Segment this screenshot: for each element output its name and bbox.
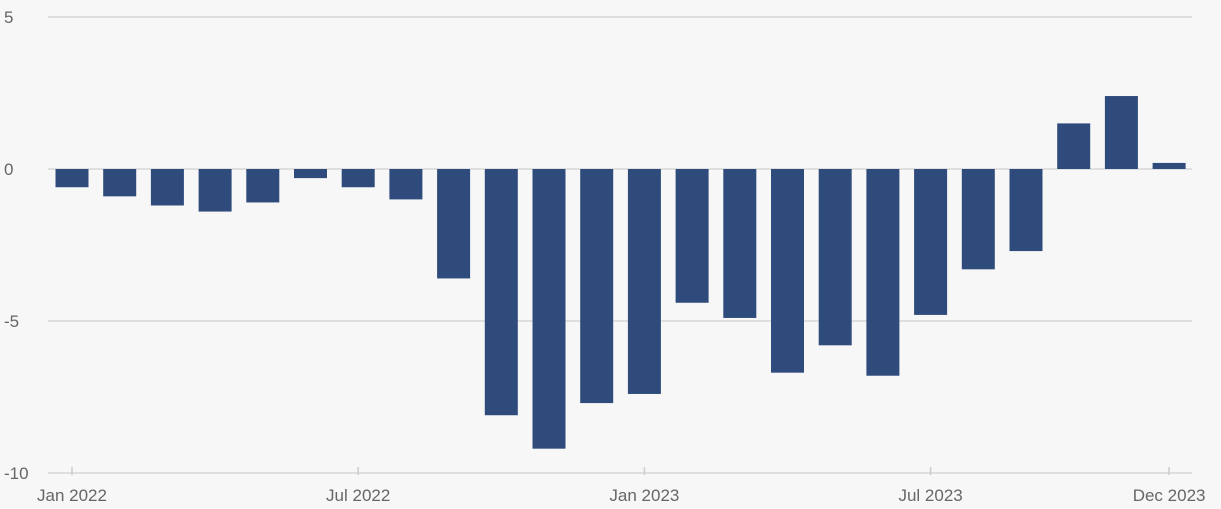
x-tick-label: Dec 2023	[1133, 486, 1206, 505]
x-tick-label: Jan 2023	[609, 486, 679, 505]
y-tick-label: 0	[4, 160, 13, 179]
bar-dec-2023[interactable]: Dec 2023: 0.2	[1152, 162, 1186, 169]
bar-may-2023[interactable]: May 2023: -5.8	[818, 169, 852, 346]
bar-oct-2022[interactable]: Oct 2022: -8.1	[484, 169, 518, 416]
bar-sep-2023[interactable]: Sep 2023: -2.7	[1009, 169, 1043, 252]
bar-mar-2022[interactable]: Mar 2022: -1.2	[150, 169, 184, 206]
bar-jan-2022[interactable]: Jan 2022: -0.6	[55, 169, 89, 188]
bar-jun-2023[interactable]: Jun 2023: -6.8	[866, 169, 900, 376]
bar-may-2022[interactable]: May 2022: -1.1	[246, 169, 280, 203]
y-tick-label: -10	[4, 464, 29, 483]
y-axis-tick-labels: 5 0 -5 -10	[4, 8, 29, 483]
x-axis: Jan 2022 Jul 2022 Jan 2023 Jul 2023 Dec 2023	[37, 467, 1205, 505]
y-tick-label: -5	[4, 312, 19, 331]
bar-apr-2022[interactable]: Apr 2022: -1.4	[198, 169, 232, 212]
bar-aug-2022[interactable]: Aug 2022: -1	[389, 169, 423, 200]
bar-nov-2023[interactable]: Nov 2023: 2.4	[1104, 96, 1138, 169]
bar-apr-2023[interactable]: Apr 2023: -6.7	[771, 169, 804, 373]
bar-feb-2023[interactable]: Feb 2023: -4.4	[675, 169, 709, 303]
bar-jan-2023[interactable]: Jan 2023: -7.4	[627, 169, 661, 394]
bar-jun-2022[interactable]: Jun 2022: -0.3	[294, 169, 327, 179]
bar-aug-2023[interactable]: Aug 2023: -3.3	[961, 169, 995, 270]
bar-sep-2022[interactable]: Sep 2022: -3.6	[437, 169, 471, 279]
bar-jul-2023[interactable]: Jul 2023: -4.8	[914, 169, 948, 315]
bar-feb-2022[interactable]: Feb 2022: -0.9	[103, 169, 137, 197]
bar-mar-2023[interactable]: Mar 2023: -4.9	[723, 169, 757, 318]
x-tick-label: Jul 2022	[326, 486, 390, 505]
bar-oct-2023[interactable]: Oct 2023: 1.5	[1057, 123, 1091, 169]
x-tick-label: Jul 2023	[898, 486, 962, 505]
gridlines	[48, 16, 1192, 474]
bar-jul-2022[interactable]: Jul 2022: -0.6	[341, 169, 375, 188]
bar-nov-2022[interactable]: Nov 2022: -9.2	[532, 169, 566, 449]
y-tick-label: 5	[4, 8, 13, 27]
bar-dec-2022[interactable]: Dec 2022: -7.7	[580, 169, 614, 404]
x-tick-label: Jan 2022	[37, 486, 107, 505]
bars: Jan 2022: -0.6 Feb 2022: -0.9 Mar 2022: -1…	[55, 96, 1186, 449]
